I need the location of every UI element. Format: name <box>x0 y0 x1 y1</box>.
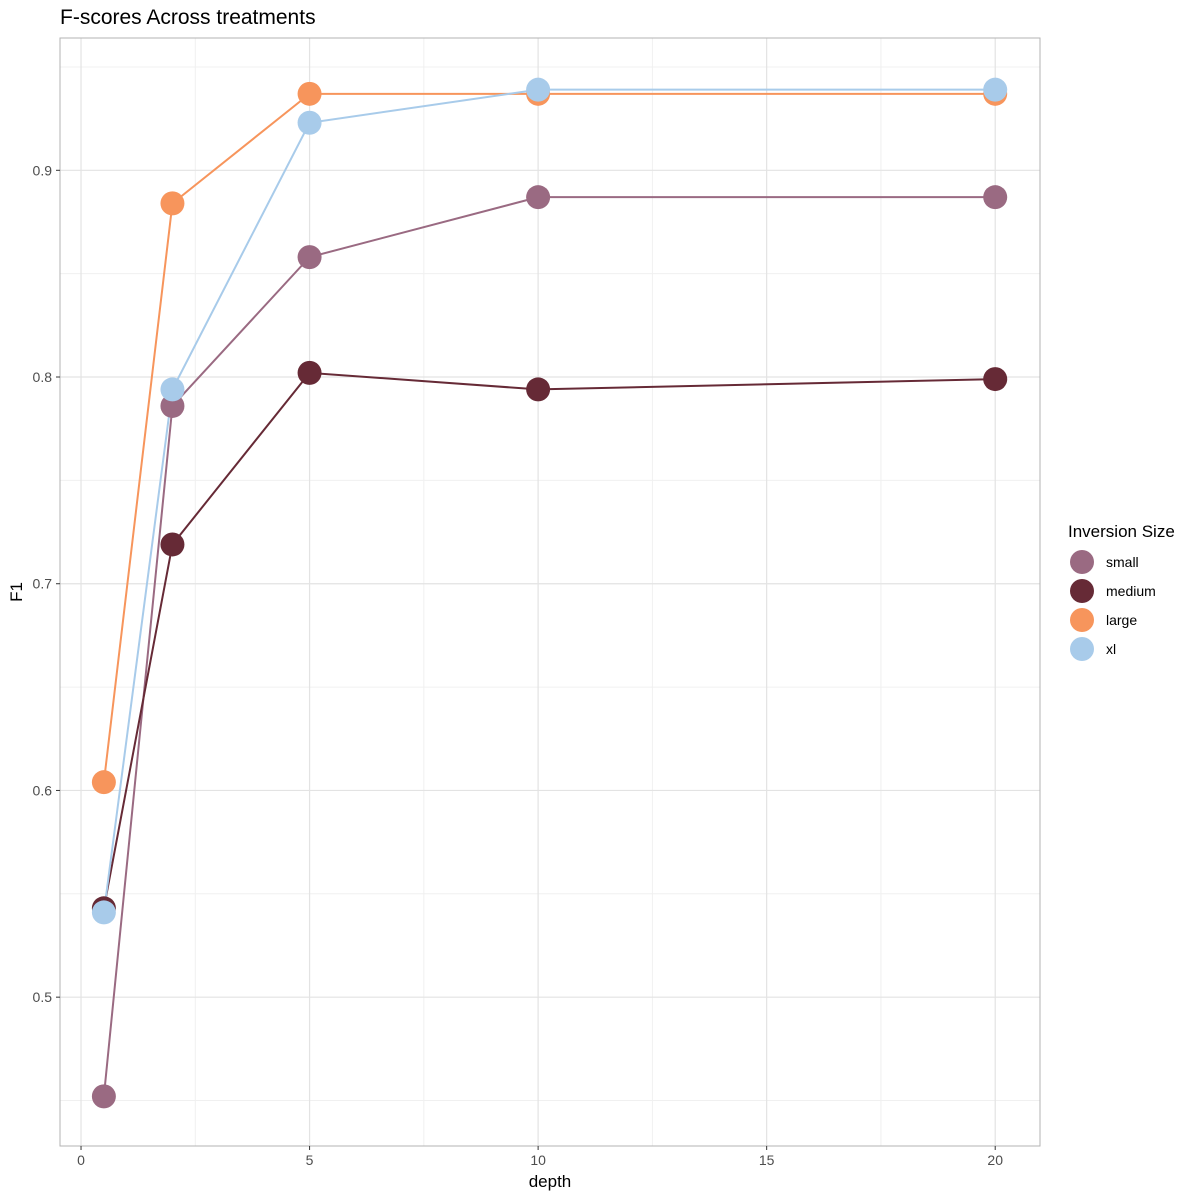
legend-label-small: small <box>1106 554 1139 570</box>
data-point-large <box>91 770 116 795</box>
x-axis-label: depth <box>529 1172 572 1191</box>
legend-title: Inversion Size <box>1068 522 1175 541</box>
x-tick-label: 20 <box>987 1152 1003 1168</box>
data-point-small <box>297 245 322 270</box>
legend-key-small <box>1070 550 1094 574</box>
y-tick-label: 0.5 <box>33 989 53 1005</box>
x-tick-label: 5 <box>306 1152 314 1168</box>
series-xl <box>102 88 996 913</box>
data-point-small <box>91 1084 116 1109</box>
series-line-small <box>102 196 996 1097</box>
x-tick-label: 10 <box>530 1152 546 1168</box>
data-point-small <box>526 185 551 210</box>
data-point-medium <box>160 532 185 557</box>
legend-label-medium: medium <box>1106 583 1156 599</box>
data-point-small <box>983 185 1008 210</box>
legend-key-xl <box>1070 637 1094 661</box>
x-axis: 0 5 10 15 20 <box>77 1146 1003 1168</box>
data-point-xl <box>91 900 116 925</box>
data-point-xl <box>526 77 551 102</box>
series-line-xl <box>102 88 996 913</box>
data-point-large <box>297 81 322 106</box>
y-tick-label: 0.9 <box>33 162 53 178</box>
data-point-medium <box>526 377 551 402</box>
legend-key-medium <box>1070 579 1094 603</box>
data-point-xl <box>160 377 185 402</box>
grid <box>60 38 1040 1146</box>
legend: Inversion Size small medium large xl <box>1068 522 1175 661</box>
legend-key-large <box>1070 608 1094 632</box>
x-tick-label: 0 <box>77 1152 85 1168</box>
legend-label-large: large <box>1106 612 1137 628</box>
data-point-xl <box>983 77 1008 102</box>
plot-panel-border <box>59 37 1041 1147</box>
legend-label-xl: xl <box>1106 641 1116 657</box>
x-tick-label: 15 <box>759 1152 775 1168</box>
series-small <box>102 196 996 1097</box>
series-line-medium <box>102 371 996 909</box>
y-tick-label: 0.8 <box>33 369 53 385</box>
data-point-large <box>160 191 185 216</box>
y-axis-label: F1 <box>7 582 26 602</box>
y-axis: 0.5 0.6 0.7 0.8 0.9 <box>33 162 60 1005</box>
data-point-small <box>160 393 185 418</box>
data-point-xl <box>297 110 322 135</box>
chart-title: F-scores Across treatments <box>60 6 316 29</box>
y-tick-label: 0.6 <box>33 782 53 798</box>
data-point-medium <box>297 360 322 385</box>
series-medium <box>102 371 996 909</box>
series-layer <box>91 77 1008 1109</box>
data-point-medium <box>983 367 1008 392</box>
y-tick-label: 0.7 <box>33 576 53 592</box>
